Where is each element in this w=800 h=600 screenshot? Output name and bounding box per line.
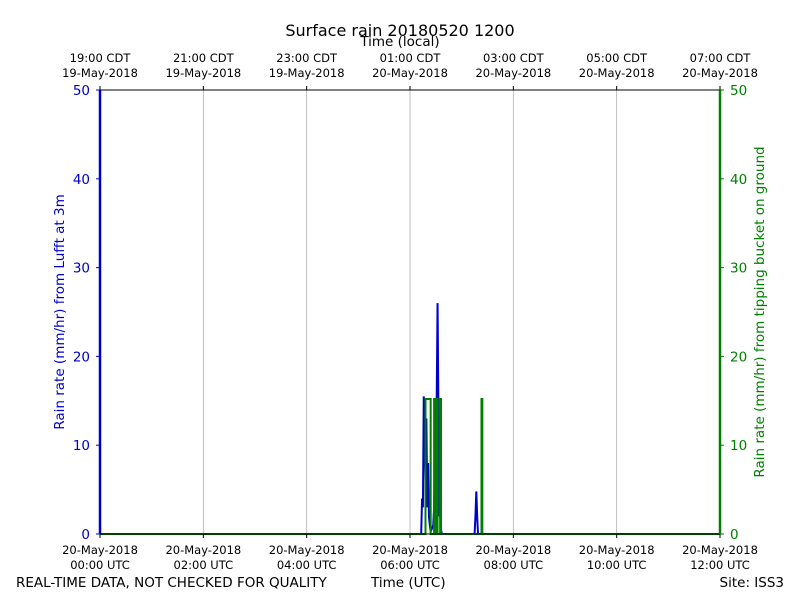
top-x-tick-label: 23:00 CDT xyxy=(276,51,338,65)
bottom-x-tick-label: 04:00 UTC xyxy=(277,558,337,572)
left-y-tick-label: 0 xyxy=(81,527,90,543)
bottom-x-tick-label: 10:00 UTC xyxy=(587,558,647,572)
bottom-x-tick-label: 08:00 UTC xyxy=(484,558,544,572)
top-x-tick-label: 20-May-2018 xyxy=(579,66,655,80)
right-y-tick-label: 10 xyxy=(730,438,747,454)
top-x-tick-label: 01:00 CDT xyxy=(380,51,442,65)
bottom-x-tick-label: 20-May-2018 xyxy=(682,543,758,557)
right-y-tick-label: 40 xyxy=(730,172,747,188)
bottom-x-tick-label: 20-May-2018 xyxy=(269,543,345,557)
top-x-tick-label: 21:00 CDT xyxy=(173,51,235,65)
bottom-x-tick-label: 02:00 UTC xyxy=(174,558,234,572)
quality-disclaimer: REAL-TIME DATA, NOT CHECKED FOR QUALITY xyxy=(16,575,327,591)
right-y-tick-label: 20 xyxy=(730,349,747,365)
left-y-tick-label: 20 xyxy=(73,349,90,365)
top-x-tick-label: 03:00 CDT xyxy=(483,51,545,65)
top-x-tick-label: 19-May-2018 xyxy=(165,66,241,80)
left-y-tick-label: 40 xyxy=(73,172,90,188)
top-x-tick-label: 19-May-2018 xyxy=(62,66,138,80)
bottom-x-tick-label: 00:00 UTC xyxy=(70,558,130,572)
bottom-x-tick-label: 12:00 UTC xyxy=(690,558,750,572)
top-x-tick-label: 20-May-2018 xyxy=(475,66,551,80)
top-x-tick-label: 20-May-2018 xyxy=(372,66,448,80)
site-label: Site: ISS3 xyxy=(719,575,784,591)
bottom-x-tick-label: 20-May-2018 xyxy=(579,543,655,557)
top-x-tick-label: 19:00 CDT xyxy=(70,51,132,65)
left-y-tick-label: 30 xyxy=(73,261,90,277)
tipping-bucket-line xyxy=(100,398,720,535)
top-axis-label: Time (local) xyxy=(360,34,440,50)
top-x-tick-label: 05:00 CDT xyxy=(586,51,648,65)
bottom-x-tick-label: 20-May-2018 xyxy=(62,543,138,557)
bottom-axis-label: Time (UTC) xyxy=(371,575,446,591)
bottom-x-tick-label: 20-May-2018 xyxy=(475,543,551,557)
left-y-tick-label: 10 xyxy=(73,438,90,454)
bottom-x-tick-label: 20-May-2018 xyxy=(165,543,241,557)
top-x-tick-label: 20-May-2018 xyxy=(682,66,758,80)
chart-title: Surface rain 20180520 1200 xyxy=(285,21,515,40)
bottom-x-tick-label: 06:00 UTC xyxy=(380,558,440,572)
left-y-axis-label: Rain rate (mm/hr) from Lufft at 3m xyxy=(52,194,68,429)
right-y-axis-label: Rain rate (mm/hr) from tipping bucket on… xyxy=(752,146,768,477)
right-y-tick-label: 50 xyxy=(730,83,747,99)
right-y-tick-label: 0 xyxy=(730,527,739,543)
top-x-tick-label: 19-May-2018 xyxy=(269,66,345,80)
right-y-tick-label: 30 xyxy=(730,261,747,277)
bottom-x-tick-label: 20-May-2018 xyxy=(372,543,448,557)
top-x-tick-label: 07:00 CDT xyxy=(690,51,752,65)
left-y-tick-label: 50 xyxy=(73,83,90,99)
